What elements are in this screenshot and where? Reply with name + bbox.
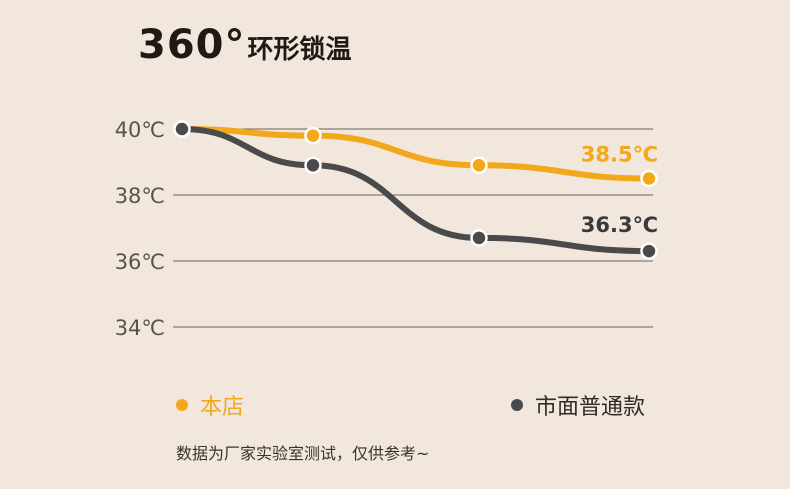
- data-point: [470, 156, 488, 175]
- legend-label-market: 市面普通款: [535, 395, 646, 420]
- y-tick-label: 40℃: [115, 118, 165, 142]
- data-point: [640, 169, 658, 188]
- legend-dot-market: [511, 399, 523, 411]
- footnote: 数据为厂家实验室测试，仅供参考~: [176, 444, 430, 463]
- legend-item-market: 市面普通款: [511, 389, 645, 421]
- chart-title: 360° 环形锁温: [138, 22, 352, 68]
- data-point: [173, 120, 191, 138]
- legend-item-store: 本店: [176, 389, 244, 421]
- data-point: [470, 229, 488, 247]
- legend-dot-store: [176, 399, 188, 411]
- y-tick-label: 36℃: [115, 250, 165, 274]
- title-text: 环形锁温: [247, 35, 352, 65]
- data-point: [304, 126, 322, 145]
- series-line-0: [179, 126, 652, 182]
- legend-label-store: 本店: [200, 395, 245, 420]
- end-value-label: 36.3℃: [581, 213, 658, 237]
- data-point: [304, 156, 322, 175]
- title-number: 360°: [138, 22, 246, 68]
- data-point: [640, 242, 658, 260]
- y-tick-label: 34℃: [115, 316, 165, 340]
- y-tick-label: 38℃: [115, 184, 165, 208]
- line-chart: 40℃ 38℃ 36℃ 34℃ 38.5℃ 36.3℃: [115, 118, 658, 340]
- end-value-label: 38.5℃: [581, 143, 658, 167]
- series-line-1: [179, 126, 652, 255]
